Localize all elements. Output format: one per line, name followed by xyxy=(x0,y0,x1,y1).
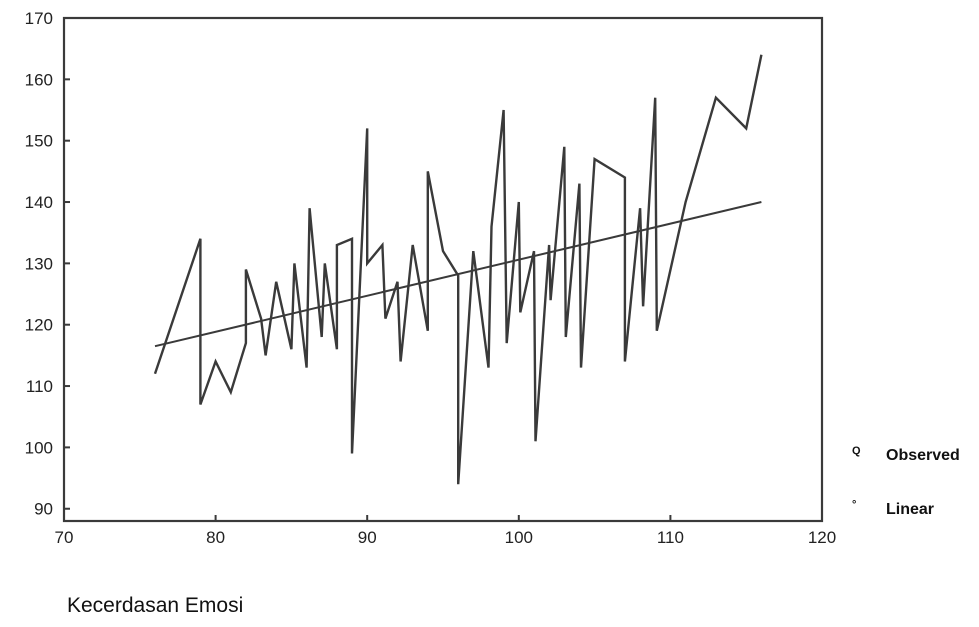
legend-marker-observed: Q xyxy=(852,445,861,457)
x-tick-label: 120 xyxy=(808,528,836,547)
x-tick-label: 110 xyxy=(657,528,684,547)
y-tick-label: 170 xyxy=(25,9,53,28)
legend-item-linear: ° Linear xyxy=(852,497,977,551)
x-tick-label: 70 xyxy=(55,528,74,547)
y-tick-label: 110 xyxy=(26,377,53,396)
x-tick-label: 100 xyxy=(505,528,533,547)
legend-label-linear: Linear xyxy=(886,501,935,518)
x-tick-label: 80 xyxy=(206,528,225,547)
y-tick-label: 160 xyxy=(25,70,53,89)
y-tick-label: 150 xyxy=(25,132,53,151)
series-line-linear xyxy=(154,201,762,348)
y-tick-label: 140 xyxy=(25,193,53,212)
x-axis-label: Kecerdasan Emosi xyxy=(67,594,244,617)
y-tick-label: 90 xyxy=(34,500,53,519)
y-tick-label: 130 xyxy=(25,254,53,273)
x-tick-label: 90 xyxy=(358,528,377,547)
y-tick-label: 100 xyxy=(25,438,53,457)
legend: Q Observed ° Linear xyxy=(852,443,977,551)
y-tick-label: 120 xyxy=(25,316,53,335)
legend-item-observed: Q Observed xyxy=(852,443,977,497)
legend-marker-linear: ° xyxy=(852,499,857,511)
plot-frame xyxy=(62,16,824,523)
legend-label-observed: Observed xyxy=(886,447,960,464)
